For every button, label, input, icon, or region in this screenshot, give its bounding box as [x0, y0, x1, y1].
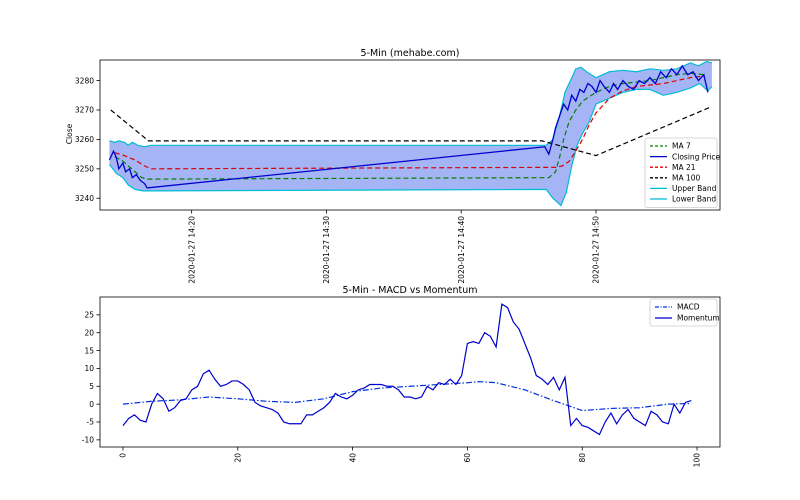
x-tick-label: 20 — [233, 453, 242, 463]
series-line-lower-band — [108, 82, 713, 207]
legend-label-momentum: Momentum — [677, 314, 720, 323]
y-tick-label: 5 — [89, 382, 94, 391]
macd-axes-frame — [99, 296, 721, 448]
x-tick-label: 2020-01-27 14:30 — [322, 216, 331, 284]
legend-label-closing-price: Closing Price — [672, 152, 720, 161]
macd-chart: 5-Min - MACD vs Momentum -10 -5 0 5 10 15 20 25… — [82, 285, 721, 468]
price-chart-title: 5-Min (mehabe.com) — [361, 48, 460, 59]
x-tick-label: 2020-01-27 14:50 — [592, 216, 601, 284]
series-line-ma-21 — [114, 75, 704, 170]
y-tick-label: -5 — [87, 418, 95, 427]
price-chart: 5-Min (mehabe.com) 3240 3250 3260 3270 3280 2… — [65, 48, 720, 284]
y-tick-label: 10 — [84, 364, 94, 373]
y-tick-label: 0 — [89, 400, 94, 409]
x-tick-label: 100 — [693, 453, 702, 468]
x-tick-label: 40 — [348, 453, 357, 463]
x-tick-label: 0 — [119, 453, 128, 458]
y-tick-label: 3270 — [75, 106, 94, 115]
macd-plot-area: -10 -5 0 5 10 15 20 25 0 20 40 60 80 100 — [82, 296, 721, 468]
legend-label-lower-band: Lower Band — [672, 195, 716, 204]
legend-label-upper-band: Upper Band — [672, 184, 717, 193]
price-axes-frame — [99, 59, 721, 211]
x-tick-label: 60 — [463, 453, 472, 463]
y-tick-label: 3260 — [75, 135, 94, 144]
price-plot-area: 3240 3250 3260 3270 3280 2020-01-27 14:20 2020… — [75, 59, 721, 284]
macd-legend-box — [649, 298, 718, 327]
series-line-ma-7 — [114, 72, 704, 180]
macd-legend: MACD Momentum — [649, 298, 720, 327]
y-tick-label: 3250 — [75, 165, 94, 174]
y-tick-label: 20 — [84, 328, 94, 337]
y-tick-label: 15 — [84, 346, 94, 355]
bollinger-band-fill — [109, 61, 712, 206]
macd-chart-title: 5-Min - MACD vs Momentum — [342, 285, 477, 296]
series-line-momentum — [122, 303, 692, 436]
x-tick-label: 80 — [578, 453, 587, 463]
legend-label-macd: MACD — [677, 303, 700, 312]
price-legend-box — [644, 137, 718, 208]
legend-label-ma-7: MA 7 — [672, 142, 691, 151]
series-line-ma-100 — [110, 106, 711, 157]
legend-label-ma-21: MA 21 — [672, 163, 696, 172]
x-tick-label: 2020-01-27 14:20 — [187, 216, 196, 284]
y-tick-label: 3280 — [75, 76, 94, 85]
x-tick-label: 2020-01-27 14:40 — [457, 216, 466, 284]
series-line-macd — [122, 381, 692, 412]
price-chart-ylabel: Close — [65, 123, 74, 144]
series-line-upper-band — [109, 60, 713, 148]
legend-label-ma-100: MA 100 — [672, 174, 701, 183]
y-tick-label: 25 — [84, 311, 94, 320]
y-tick-label: -10 — [82, 436, 94, 445]
y-tick-label: 3240 — [75, 194, 94, 203]
series-line-closing-price — [108, 64, 709, 189]
